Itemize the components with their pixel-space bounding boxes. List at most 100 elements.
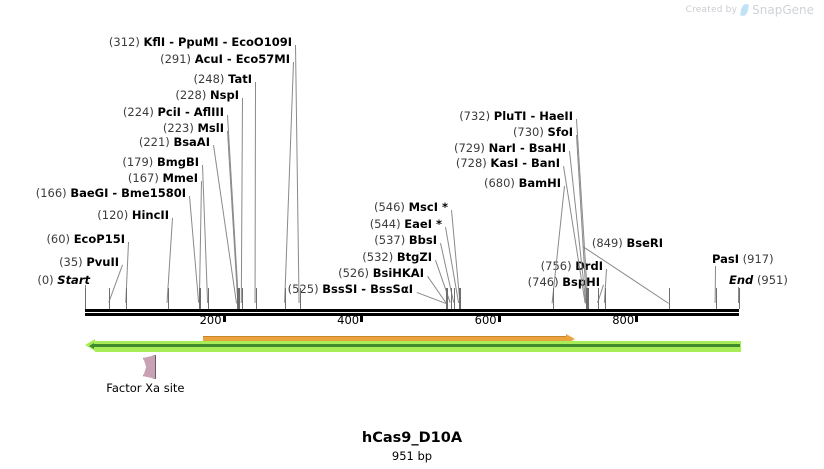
enzyme-label-BtgZI[interactable]: (532) BtgZI [362,251,432,263]
enzyme-name: AflIII [193,105,224,119]
start-text: Start [57,273,90,287]
enzyme-label-PciI[interactable]: (224) PciI - AflIII [122,105,224,119]
enzyme-label-KflI[interactable]: (312) KflI - PpuMI - EcoO109I [108,35,292,49]
enzyme-name: Eco57MI [235,52,290,66]
cut-site-tick [588,288,590,309]
orange-arrow-head [565,334,575,344]
ruler-bar-bottom [85,313,739,316]
cut-site-tick [585,288,587,309]
snapgene-credit: Created by SnapGene [686,3,814,17]
cut-site-tick [109,288,111,309]
enzyme-label-MscI[interactable]: (546) MscI * [374,201,448,213]
enzyme-position: (60) [46,232,71,246]
cut-site-tick [587,288,589,309]
leader-BaeGI [189,196,200,304]
enzyme-position: (223) [162,121,194,135]
enzyme-label-PvuII[interactable]: (35) PvuII [59,256,119,268]
enzyme-name: EaeI * [404,217,442,231]
enzyme-position: (546) [374,200,405,214]
cut-site-tick [236,288,238,309]
enzyme-name: TatI [228,72,252,86]
page-subtitle: 951 bp [391,449,433,463]
ruler-scale-tick [360,313,364,322]
enzyme-label-BssSI[interactable]: (525) BssSI - BssSαI [287,282,413,296]
ruler-scale-label: 800 [612,313,635,327]
enzyme-name: NarI [488,141,516,155]
enzyme-name: BsaAI [173,135,210,149]
end-label: End (951) [729,274,788,286]
enzyme-position: (228) [175,88,207,102]
enzyme-name: PluTI [493,109,527,123]
enzyme-name: KasI [490,156,519,170]
green-arrow-inner-line [94,344,740,347]
start-position: (0) [37,273,54,287]
snapgene-leaf-icon [740,3,749,17]
enzyme-label-EcoP15I[interactable]: (60) EcoP15I [46,233,125,245]
enzyme-label-BseRI[interactable]: (849) BseRI [592,237,663,249]
enzyme-name: KflI [143,35,166,49]
enzyme-position: (537) [374,233,406,247]
enzyme-label-AcuI[interactable]: (291) AcuI - Eco57MI [160,52,290,66]
enzyme-label-NspI[interactable]: (228) NspI [175,89,239,101]
cut-site-tick [167,288,169,309]
enzyme-position: (680) [483,176,515,190]
enzyme-label-BbsI[interactable]: (537) BbsI [374,234,437,246]
enzyme-label-TatI[interactable]: (248) TatI [194,73,253,85]
enzyme-position: (917) [742,252,774,266]
cut-site-tick [552,288,554,309]
enzyme-label-BamHI[interactable]: (680) BamHI [484,177,561,189]
enzyme-position: (291) [160,52,192,66]
enzyme-position: (224) [122,105,154,119]
enzyme-position: (526) [338,266,370,280]
ruler-scale-tick [635,313,639,322]
enzyme-name: BtgZI [396,250,432,264]
enzyme-label-BmgBI[interactable]: (179) BmgBI [122,156,199,168]
enzyme-position: (221) [138,135,170,149]
cut-site-tick [446,288,448,309]
enzyme-label-PasI[interactable]: PasI (917) [712,253,774,265]
enzyme-label-BsiHKAI[interactable]: (526) BsiHKAI [338,267,424,279]
enzyme-label-NarI[interactable]: (729) NarI - BsaHI [454,141,566,155]
cut-site-tick [199,288,201,309]
enzyme-label-DrdI[interactable]: (756) DrdI [541,260,603,272]
enzyme-label-EaeI[interactable]: (544) EaeI * [370,218,442,230]
enzyme-label-BspHI[interactable]: (746) BspHI [528,276,600,288]
enzyme-label-MslI[interactable]: (223) MslI [163,122,224,134]
start-label: (0) Start [37,274,90,286]
enzyme-position: (167) [127,171,159,185]
enzyme-position: (728) [455,156,487,170]
enzyme-label-BsaAI[interactable]: (221) BsaAI [139,136,210,148]
enzyme-name: MslI [197,121,224,135]
factor-xa-site-label: Factor Xa site [106,381,185,395]
enzyme-name: BbsI [408,233,437,247]
enzyme-label-BaeGI[interactable]: (166) BaeGI - Bme1580I [35,186,186,200]
enzyme-name: BamHI [518,176,561,190]
credit-prefix: Created by [685,5,738,15]
enzyme-label-HincII[interactable]: (120) HincII [97,209,169,221]
enzyme-name: MmeI [162,171,198,185]
enzyme-position: (849) [591,236,623,250]
enzyme-label-MmeI[interactable]: (167) MmeI [128,172,198,184]
ruler-scale-label: 600 [474,313,497,327]
page-title: hCas9_D10A [361,430,463,446]
cut-site-tick [208,288,210,309]
enzyme-label-PluTI[interactable]: (732) PluTI - HaeII [459,109,573,123]
enzyme-name: PvuII [86,255,119,269]
cut-site-tick [255,288,257,309]
enzyme-label-KasI[interactable]: (728) KasI - BanI [455,156,560,170]
enzyme-name: BaeGI [70,186,109,200]
factor-xa-site-marker[interactable] [143,355,157,379]
cut-site-tick [598,288,600,309]
cut-site-tick [199,288,201,309]
enzyme-name: Bme1580I [121,186,186,200]
ruler-scale-tick [497,313,501,322]
enzyme-name: BssSI [322,282,358,296]
cut-site-tick [85,288,86,309]
enzyme-position: (312) [108,35,140,49]
enzyme-label-SfoI[interactable]: (730) SfoI [513,126,573,138]
enzyme-name: AcuI [194,52,223,66]
leader-NspI [240,97,243,303]
feature-arrow-green[interactable] [85,339,741,352]
cut-site-tick [586,288,588,309]
